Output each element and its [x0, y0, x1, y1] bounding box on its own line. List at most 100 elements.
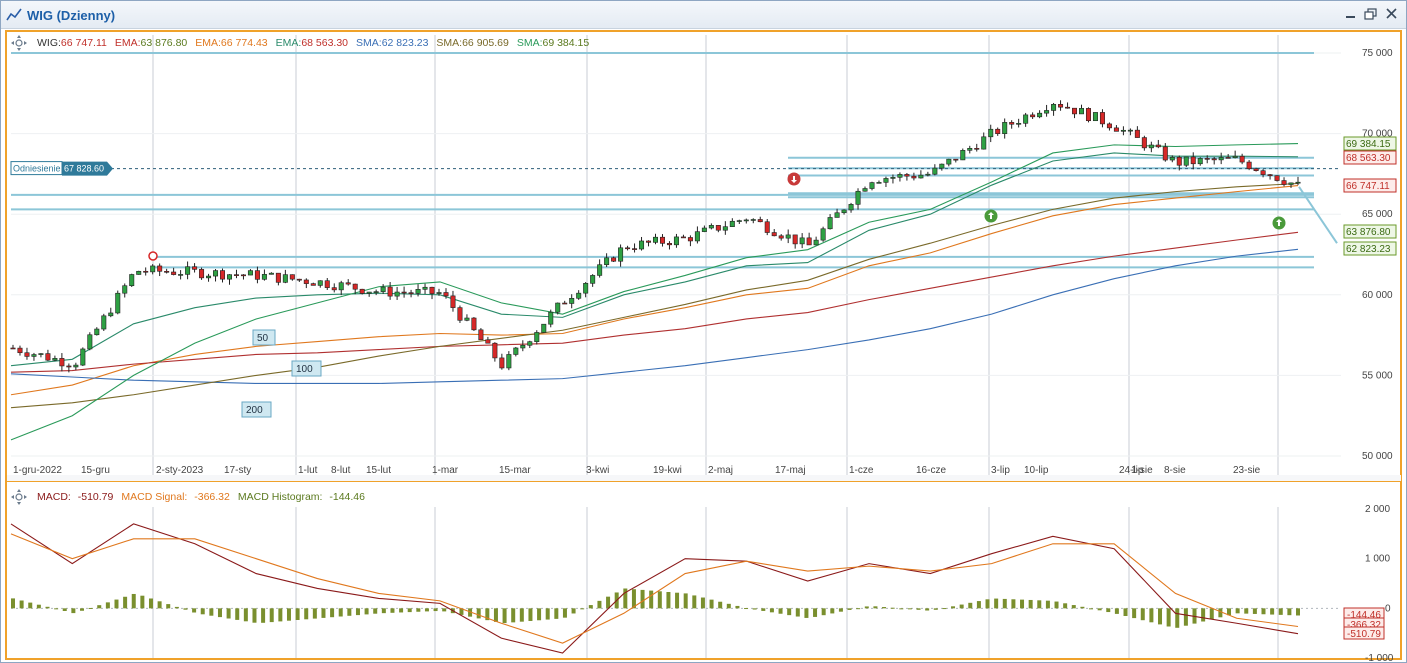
macd-histogram-bar	[1287, 608, 1292, 616]
restore-icon[interactable]	[1363, 7, 1379, 21]
macd-histogram-bar	[1045, 600, 1050, 609]
legend-value: 68 563.30	[301, 37, 349, 49]
candle	[1113, 127, 1119, 132]
candle	[736, 220, 742, 222]
candle	[1190, 156, 1196, 165]
candle	[1002, 122, 1008, 134]
x-tick-label: 17-maj	[775, 465, 806, 476]
buy-signal-icon-arrow	[988, 212, 994, 219]
macd-histogram-bar	[1296, 608, 1300, 616]
candle	[981, 136, 987, 150]
macd-histogram-bar	[985, 599, 990, 609]
candle	[1134, 129, 1140, 138]
candle	[387, 286, 393, 297]
legend-label: WIG:	[37, 37, 61, 49]
candle	[632, 248, 638, 250]
candle	[52, 358, 58, 361]
macd-histogram-bar	[123, 596, 128, 609]
candle	[827, 217, 833, 230]
candle	[583, 283, 589, 294]
close-icon[interactable]	[1384, 7, 1400, 21]
candle	[1211, 158, 1217, 161]
candle	[771, 232, 777, 237]
macd-histogram-bar	[338, 608, 343, 617]
macd-histogram-bar	[416, 608, 421, 612]
candle	[646, 240, 652, 243]
candle	[24, 352, 30, 357]
candle	[185, 266, 191, 275]
x-tick-label: 2-sty-2023	[156, 465, 204, 476]
chart-area[interactable]	[5, 30, 1402, 660]
macd-histogram-bar	[959, 604, 964, 609]
candle	[220, 270, 226, 280]
candle	[820, 228, 826, 241]
macd-histogram-bar	[700, 597, 705, 609]
macd-histogram-bar	[140, 595, 145, 609]
candle	[338, 282, 344, 291]
x-tick-label: 1-lut	[298, 465, 318, 476]
candle	[799, 237, 805, 245]
macd-histogram-bar	[528, 608, 533, 621]
candle	[66, 365, 72, 368]
candle	[289, 274, 295, 280]
candle	[94, 328, 100, 336]
macd-histogram-bar	[278, 608, 283, 622]
macd-histogram-bar	[105, 602, 110, 609]
candle	[687, 237, 693, 242]
legend-label: SMA:	[436, 37, 463, 49]
macd-histogram-bar	[131, 593, 136, 609]
macd-histogram-bar	[114, 599, 119, 609]
candle	[897, 174, 903, 178]
candle	[499, 357, 505, 369]
macd-y-tick-label: 1 000	[1365, 554, 1390, 565]
candle	[485, 339, 491, 344]
macd-histogram-bar	[1114, 608, 1119, 614]
move-panel-icon[interactable]	[11, 35, 27, 51]
candle	[722, 226, 728, 231]
macd-histogram-bar	[1011, 599, 1016, 609]
candle	[1065, 106, 1071, 109]
macd-histogram-bar	[951, 606, 956, 609]
candle	[1044, 110, 1050, 114]
macd-histogram-bar	[519, 608, 524, 622]
candle	[1141, 137, 1147, 149]
macd-histogram-bar	[856, 608, 861, 610]
macd-histogram-bar	[804, 608, 809, 618]
title-bar[interactable]: WIG (Dzienny)	[1, 1, 1406, 29]
candle	[359, 288, 365, 294]
candle	[701, 227, 707, 232]
macd-histogram-bar	[649, 590, 654, 609]
candle	[534, 332, 540, 342]
candle	[869, 182, 875, 189]
candle	[729, 220, 735, 227]
macd-histogram-bar	[1175, 608, 1180, 628]
legend-label: EMA:	[114, 37, 141, 49]
legend-label: SMA:	[356, 37, 382, 49]
candle	[925, 173, 931, 176]
macd-histogram-bar	[442, 608, 447, 612]
macd-histogram-bar	[1020, 599, 1025, 609]
ma-line	[10, 248, 1299, 385]
candle	[1183, 156, 1189, 166]
price-tag-label: 66 747.11	[1346, 181, 1390, 192]
candle	[1218, 157, 1224, 161]
move-panel-icon[interactable]	[11, 489, 27, 505]
macd-histogram-bar	[752, 608, 757, 610]
macd-histogram-bar	[769, 608, 774, 613]
legend-value: 66 774.43	[220, 37, 268, 49]
candle	[1127, 129, 1133, 132]
legend-value: 62 823.23	[381, 37, 429, 49]
price-tag-label: 68 563.30	[1346, 153, 1391, 164]
y-tick-label: 60 000	[1362, 290, 1393, 301]
minimize-icon[interactable]	[1343, 7, 1359, 21]
candle	[380, 286, 386, 292]
candle	[1030, 114, 1036, 118]
candle	[206, 275, 212, 279]
candle	[520, 344, 526, 349]
y-tick-label: 50 000	[1362, 451, 1393, 462]
candle	[1253, 168, 1259, 171]
macd-histogram-bar	[821, 608, 826, 616]
candle	[625, 247, 631, 250]
legend-item: WIG:66 747.11	[37, 37, 111, 49]
